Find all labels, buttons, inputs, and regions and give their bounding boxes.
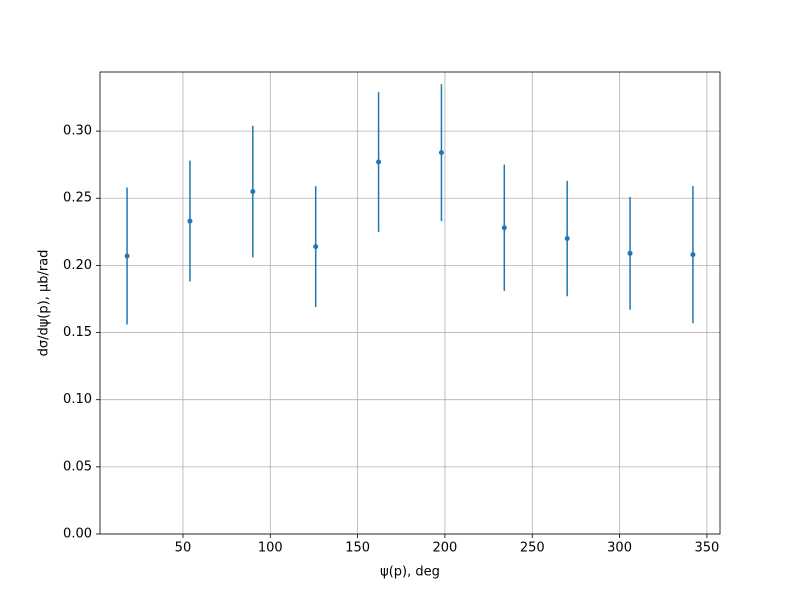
data-point	[250, 189, 256, 195]
data-point	[627, 250, 633, 256]
x-tick-label: 50	[175, 541, 192, 556]
data-point	[187, 218, 193, 224]
x-tick-label: 250	[520, 541, 545, 556]
data-point	[124, 253, 130, 259]
x-tick-label: 150	[345, 541, 370, 556]
y-tick-label: 0.15	[63, 325, 92, 340]
y-tick-label: 0.30	[63, 124, 92, 139]
y-tick-label: 0.25	[63, 191, 92, 206]
data-point	[564, 236, 570, 242]
data-point	[690, 252, 696, 258]
x-tick-label: 350	[694, 541, 719, 556]
data-point	[438, 150, 444, 156]
data-point	[313, 244, 319, 250]
y-axis-label: dσ/dψ(p), μb/rad	[37, 250, 52, 357]
y-tick-label: 0.00	[63, 527, 92, 542]
x-tick-label: 200	[433, 541, 458, 556]
x-tick-label: 300	[607, 541, 632, 556]
y-tick-label: 0.10	[63, 392, 92, 407]
y-tick-label: 0.20	[63, 258, 92, 273]
x-axis-label: ψ(p), deg	[380, 565, 440, 580]
data-point	[501, 225, 507, 231]
data-point	[376, 159, 382, 165]
y-tick-label: 0.05	[63, 459, 92, 474]
x-tick-label: 100	[258, 541, 283, 556]
plot-frame	[99, 71, 721, 535]
